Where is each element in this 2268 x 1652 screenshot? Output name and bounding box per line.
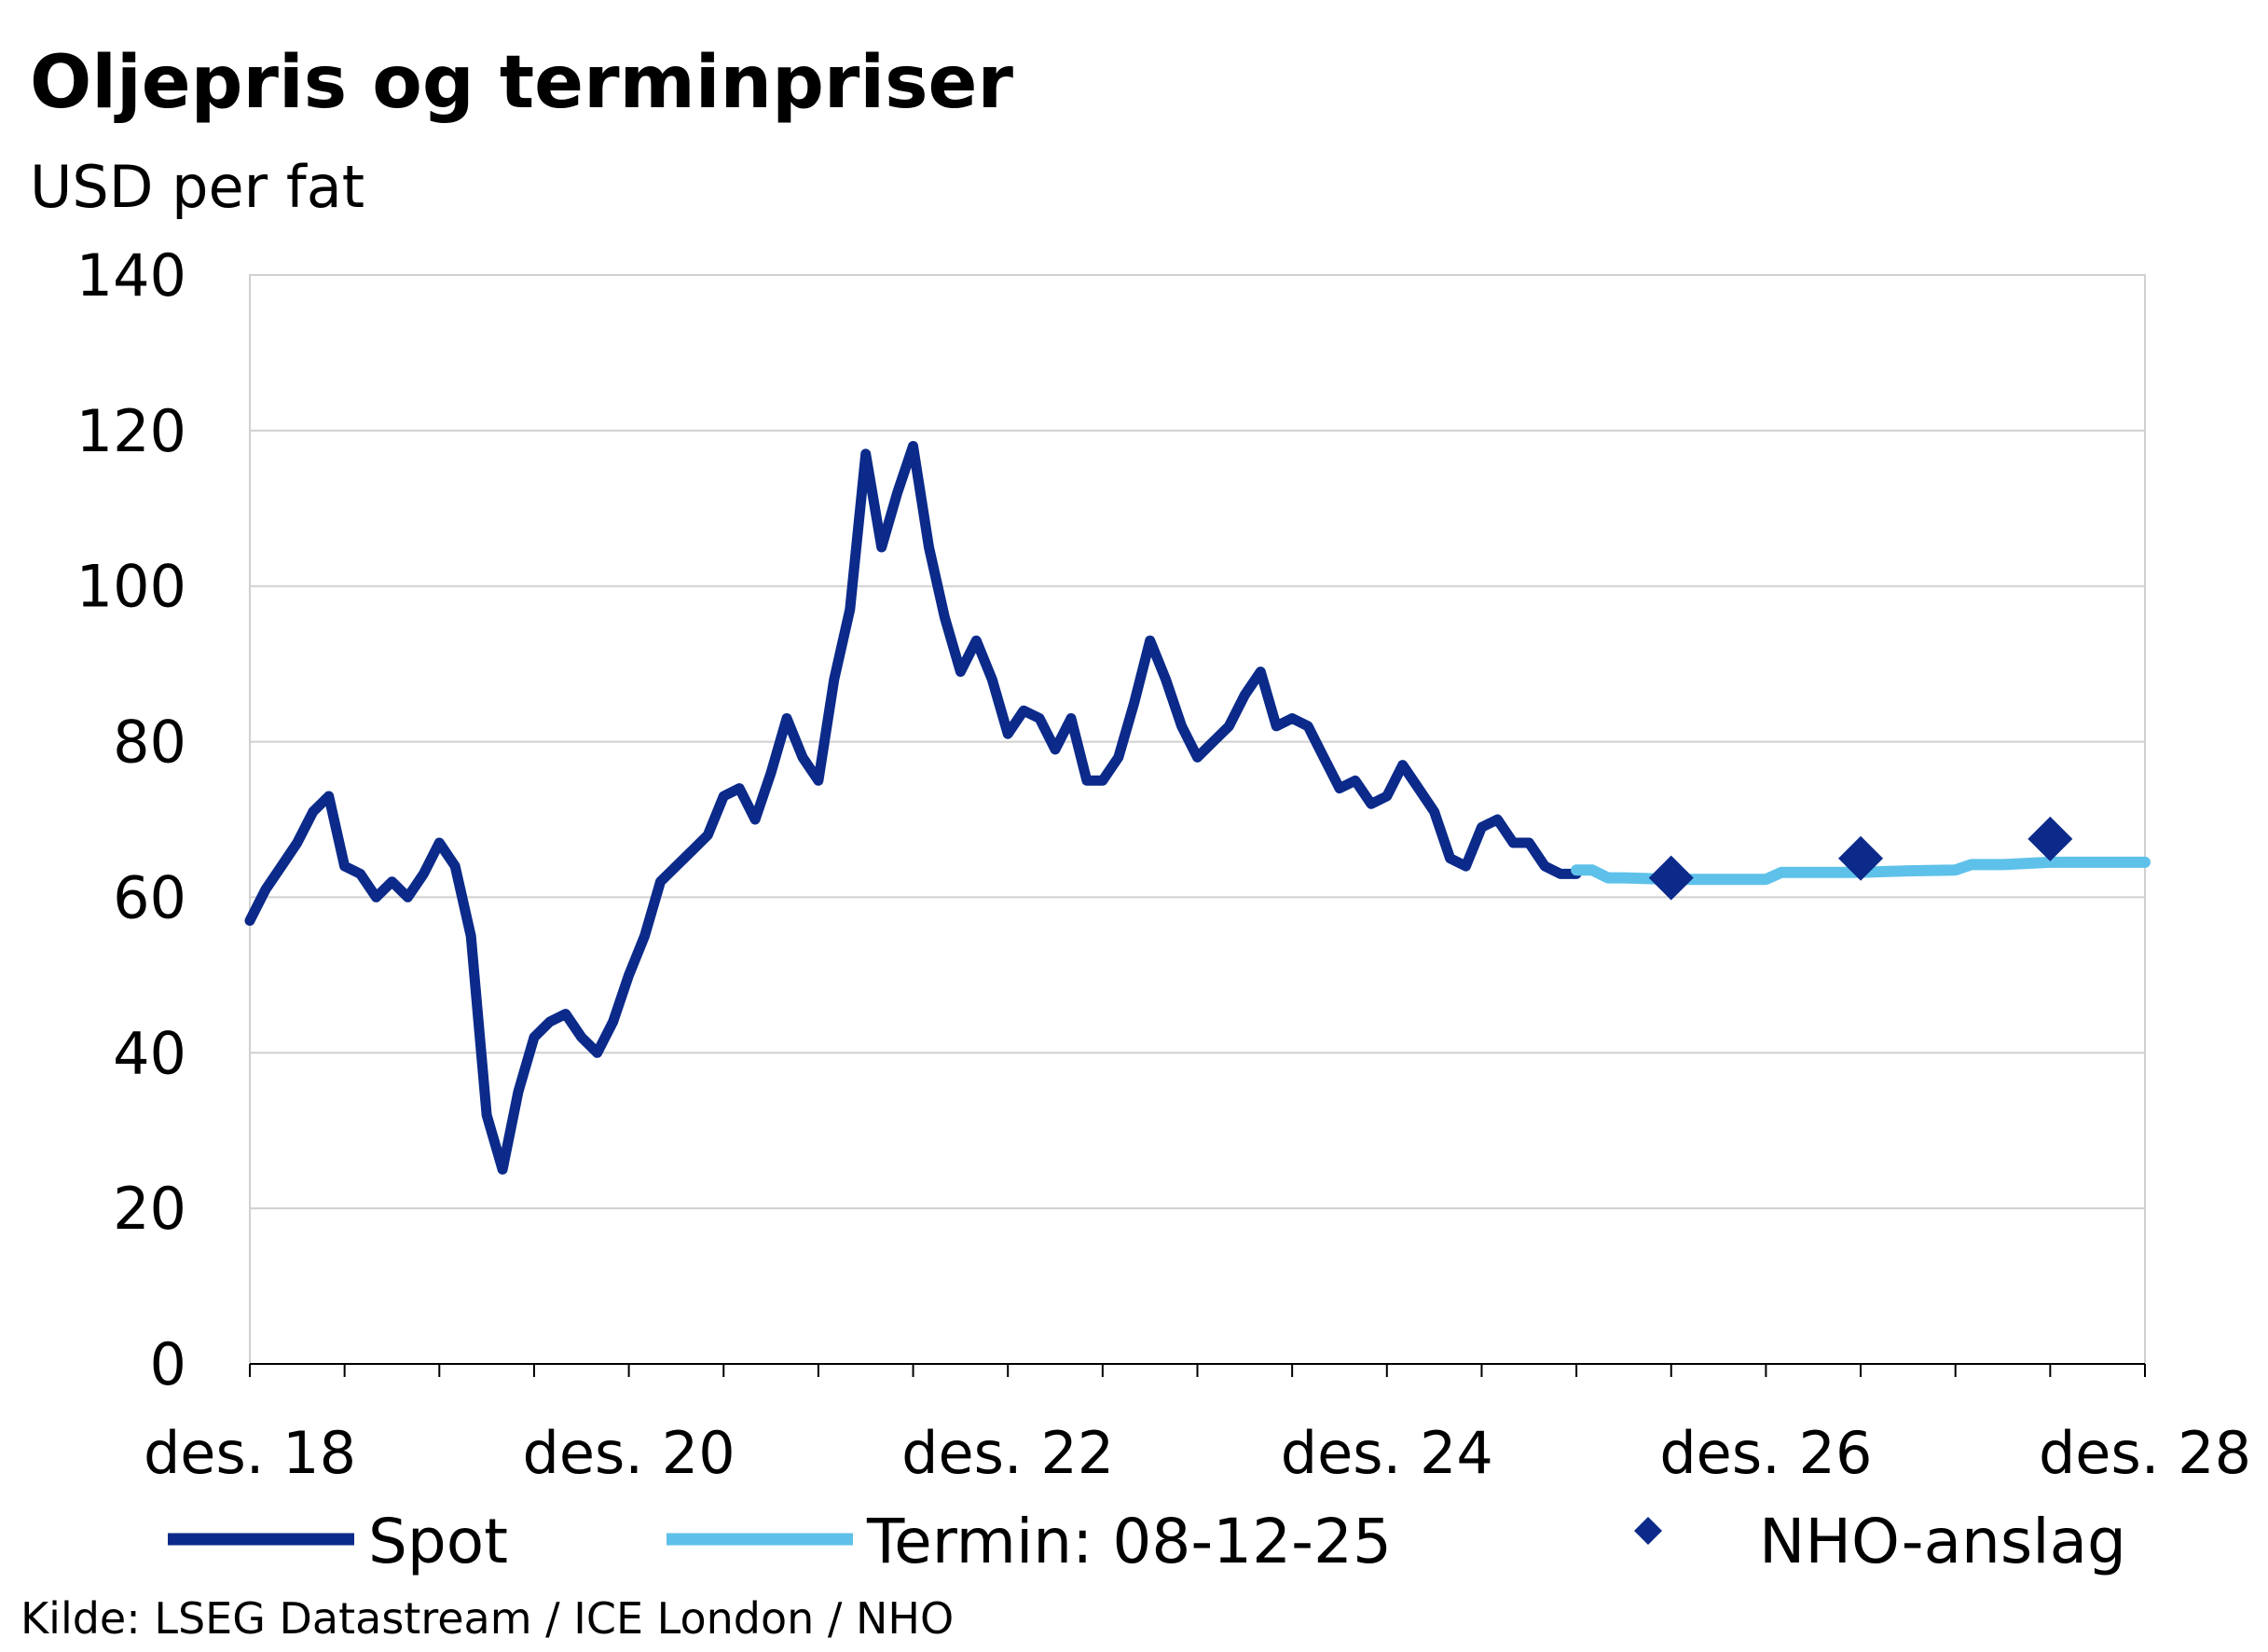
- nho-anslag-point: [1648, 855, 1694, 901]
- x-tick-label: des. 24: [1281, 1419, 1493, 1487]
- y-tick-label: 20: [113, 1175, 186, 1243]
- y-axis-tick-labels: 0 20 40 60 80 100 120 140: [76, 241, 186, 1398]
- chart-title: Oljepris og terminpriser: [30, 41, 1013, 125]
- legend-spot-label: Spot: [368, 1506, 508, 1577]
- gridlines: [250, 274, 2145, 1210]
- x-tick-label: des. 26: [1659, 1419, 1872, 1487]
- y-tick-label: 60: [113, 863, 186, 931]
- x-tick-label: des. 28: [2039, 1419, 2251, 1487]
- y-tick-label: 120: [76, 397, 186, 465]
- termin-series-line: [1571, 856, 2151, 886]
- chart-subtitle: USD per fat: [30, 153, 364, 221]
- spot-series-line: [244, 441, 1582, 1175]
- y-tick-label: 80: [113, 709, 186, 777]
- series-layer: [244, 441, 2151, 1175]
- x-axis: des. 18 des. 20 des. 22 des. 24 des. 26 des. …: [144, 1363, 2251, 1487]
- plot-area-border: [249, 274, 2146, 1365]
- y-tick-label: 140: [76, 241, 186, 310]
- legend-nho-marker: [1634, 1517, 1662, 1545]
- nho-anslag-point: [1838, 835, 1884, 881]
- nho-anslag-point: [2027, 816, 2073, 861]
- y-tick-label: 0: [150, 1330, 186, 1398]
- y-tick-label: 40: [113, 1019, 186, 1087]
- x-tick-label: des. 22: [901, 1419, 1114, 1487]
- x-tick-label: des. 18: [144, 1419, 356, 1487]
- y-tick-label: 100: [76, 553, 186, 621]
- legend: Spot Termin: 08-12-25 NHO-anslag: [168, 1506, 2126, 1577]
- legend-nho-label: NHO-anslag: [1759, 1506, 2126, 1577]
- legend-termin-label: Termin: 08-12-25: [866, 1506, 1392, 1577]
- source-note: Kilde: LSEG Datastream / ICE London / NH…: [21, 1593, 954, 1644]
- x-tick-label: des. 20: [523, 1419, 735, 1487]
